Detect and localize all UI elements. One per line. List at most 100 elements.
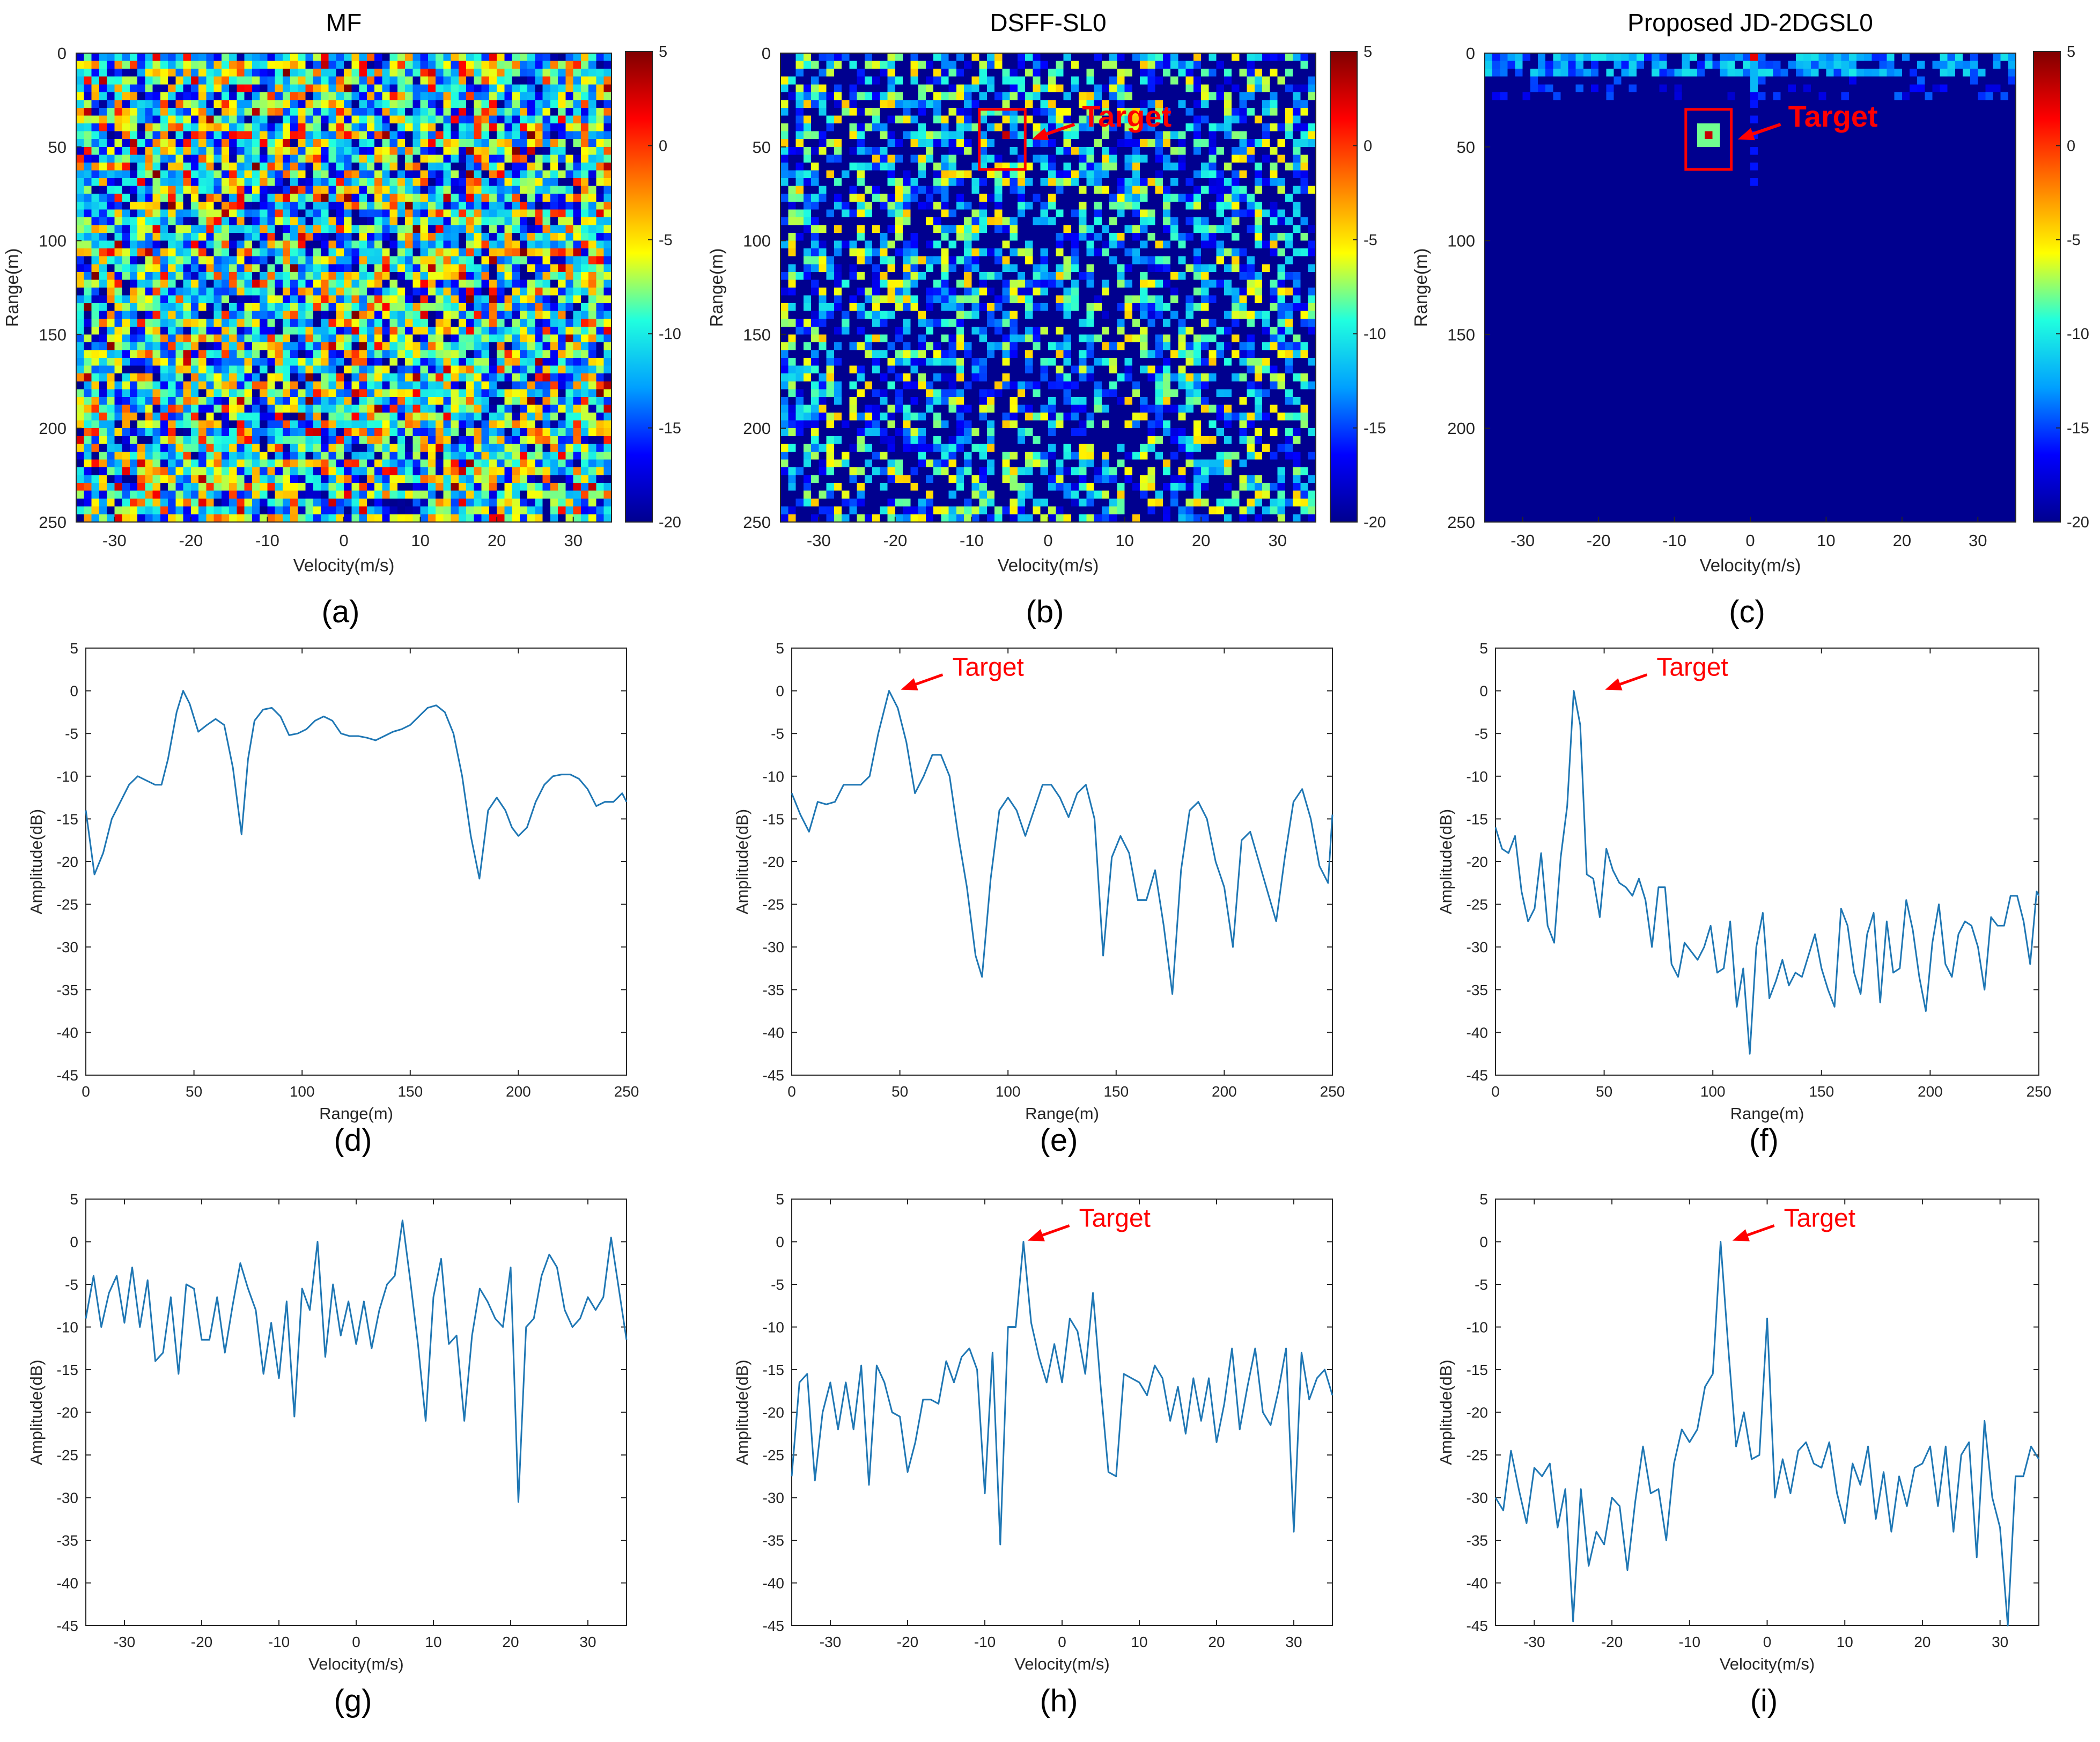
- heatmap-cell: [466, 100, 474, 108]
- heatmap-cell: [160, 311, 168, 319]
- heatmap-cell: [512, 146, 520, 155]
- heatmap-cell: [382, 311, 390, 319]
- heatmap-cell: [451, 92, 459, 100]
- heatmap-cell: [780, 100, 789, 108]
- heatmap-cell: [298, 467, 306, 476]
- heatmap-cell: [76, 436, 84, 444]
- heatmap-cell: [1124, 123, 1133, 132]
- heatmap-cell: [420, 295, 429, 304]
- heatmap-cell: [603, 233, 612, 241]
- heatmap-cell: [91, 146, 100, 155]
- heatmap-cell: [519, 420, 528, 429]
- heatmap-cell: [603, 405, 612, 413]
- heatmap-cell: [504, 209, 513, 218]
- heatmap-cell: [183, 123, 191, 132]
- heatmap-cell: [1056, 53, 1064, 62]
- heatmap-cell: [99, 256, 107, 264]
- heatmap-cell: [903, 115, 911, 124]
- heatmap-cell: [267, 233, 276, 241]
- heatmap-cell: [282, 342, 291, 351]
- heatmap-cell: [175, 115, 184, 124]
- heatmap-cell: [183, 350, 191, 358]
- heatmap-cell: [99, 311, 107, 319]
- heatmap-cell: [558, 467, 566, 476]
- heatmap-cell: [550, 240, 558, 249]
- heatmap-cell: [206, 139, 215, 148]
- heatmap-cell: [826, 131, 835, 139]
- heatmap-cell: [145, 467, 153, 476]
- heatmap-cell: [466, 498, 474, 507]
- heatmap-cell: [305, 326, 314, 335]
- heatmap-cell: [321, 334, 329, 343]
- heatmap-cell: [351, 115, 360, 124]
- heatmap-cell: [160, 123, 168, 132]
- heatmap-cell: [328, 209, 337, 218]
- heatmap-cell: [107, 201, 115, 210]
- heatmap-cell: [344, 201, 352, 210]
- heatmap-cell: [580, 186, 589, 194]
- heatmap-cell: [275, 162, 283, 171]
- heatmap-cell: [1209, 53, 1217, 62]
- heatmap-cell: [573, 350, 581, 358]
- heatmap-cell: [76, 240, 84, 249]
- heatmap-cell: [428, 444, 436, 452]
- heatmap-cell: [91, 131, 100, 139]
- heatmap-cell: [451, 155, 459, 163]
- heatmap-cell: [519, 413, 528, 421]
- heatmap-cell: [321, 295, 329, 304]
- heatmap-cell: [374, 139, 382, 148]
- heatmap-cell: [489, 225, 497, 233]
- heatmap-cell: [129, 444, 138, 452]
- heatmap-cell: [389, 303, 398, 312]
- heatmap-cell: [558, 92, 566, 100]
- heatmap-cell: [84, 123, 92, 132]
- heatmap-cell: [443, 405, 452, 413]
- heatmap-cell: [504, 475, 513, 483]
- heatmap-cell: [542, 389, 551, 398]
- heatmap-cell: [351, 334, 360, 343]
- heatmap-cell: [183, 358, 191, 366]
- heatmap-cell: [535, 256, 543, 264]
- heatmap-cell: [458, 107, 467, 116]
- heatmap-cell: [588, 342, 597, 351]
- heatmap-cell: [122, 240, 130, 249]
- heatmap-cell: [420, 69, 429, 77]
- heatmap-cell: [344, 225, 352, 233]
- heatmap-cell: [994, 61, 1003, 69]
- heatmap-cell: [267, 225, 276, 233]
- heatmap-cell: [558, 194, 566, 202]
- heatmap-cell: [1277, 100, 1286, 108]
- heatmap-cell: [282, 319, 291, 327]
- heatmap-cell: [1109, 61, 1117, 69]
- heatmap-cell: [1162, 61, 1171, 69]
- heatmap-cell: [91, 451, 100, 460]
- heatmap-cell: [474, 506, 482, 515]
- heatmap-cell: [558, 420, 566, 429]
- heatmap-cell: [336, 131, 344, 139]
- heatmap-cell: [321, 451, 329, 460]
- heatmap-cell: [1140, 69, 1148, 77]
- heatmap-cell: [244, 389, 253, 398]
- heatmap-cell: [313, 483, 321, 491]
- heatmap-cell: [84, 139, 92, 148]
- heatmap-cell: [275, 280, 283, 288]
- heatmap-cell: [160, 194, 168, 202]
- heatmap-cell: [198, 217, 207, 226]
- heatmap-cell: [129, 405, 138, 413]
- heatmap-cell: [573, 186, 581, 194]
- heatmap-cell: [114, 256, 123, 264]
- heatmap-cell: [451, 358, 459, 366]
- heatmap-cell: [1162, 53, 1171, 62]
- heatmap-cell: [275, 256, 283, 264]
- heatmap-cell: [145, 342, 153, 351]
- heatmap-cell: [558, 186, 566, 194]
- heatmap-cell: [542, 498, 551, 507]
- heatmap-cell: [137, 53, 145, 62]
- heatmap-cell: [237, 311, 245, 319]
- heatmap-cell: [344, 123, 352, 132]
- heatmap-cell: [76, 428, 84, 437]
- heatmap-cell: [114, 475, 123, 483]
- heatmap-cell: [305, 490, 314, 499]
- heatmap-cell: [826, 76, 835, 85]
- heatmap-cell: [321, 162, 329, 171]
